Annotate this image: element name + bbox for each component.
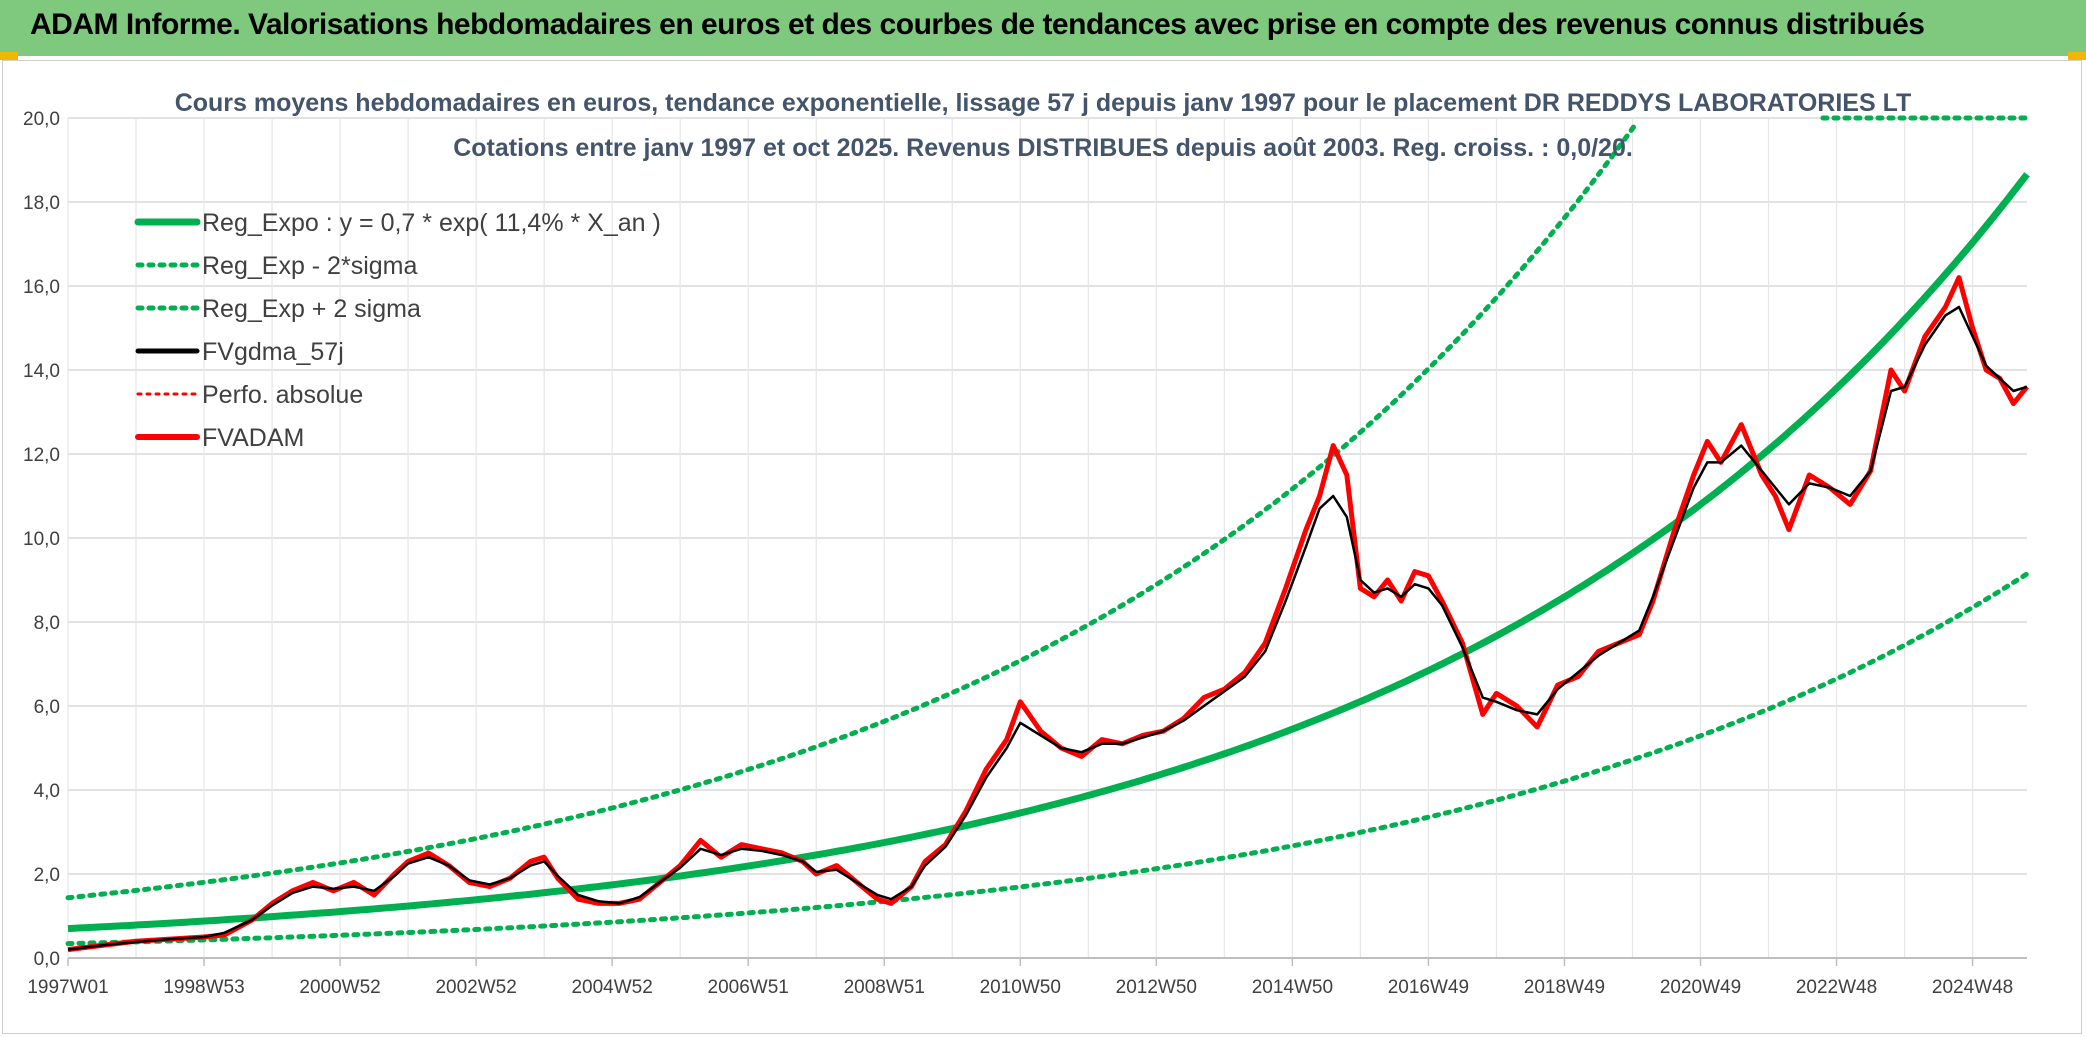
x-tick-label: 2014W50 [1252,977,1333,998]
x-axis-ticks: 1997W01 1998W53 2000W52 2002W52 2004W52 2006W… [27,958,2013,998]
legend-label-high: Reg_Exp + 2 sigma [202,295,421,323]
y-tick-label: 16,0 [23,277,60,298]
banner-accent-left [0,52,18,60]
legend-label-reg: Reg_Expo : y = 0,7 * exp( 11,4% * X_an ) [202,209,661,237]
legend-label-fvadam: FVADAM [202,424,304,452]
x-tick-label: 2004W52 [571,977,652,998]
reg-expo-line [67,172,2030,933]
y-axis-ticks: 0,0 2,0 4,0 6,0 8,0 10,0 12,0 14,0 16,0 18,0 20,0 [23,109,60,970]
title-banner: ADAM Informe. Valorisations hebdomadaire… [0,0,2086,56]
series-layer [65,115,2030,953]
x-tick-label: 2006W51 [708,977,789,998]
x-tick-label: 1997W01 [27,977,108,998]
report-title: ADAM Informe. Valorisations hebdomadaire… [30,8,1925,41]
grid-lines [67,117,2027,959]
chart-title-line1: Cours moyens hebdomadaires en euros, ten… [175,89,1912,117]
x-tick-label: 2022W48 [1796,977,1877,998]
reg-exp-minus-2sigma-line [65,571,2030,947]
legend-label-fvg: FVgdma_57j [202,338,344,366]
x-tick-label: 2000W52 [299,977,380,998]
x-tick-label: 2024W48 [1932,977,2013,998]
fvadam-line [67,275,2029,953]
x-tick-label: 2012W50 [1116,977,1197,998]
chart-frame [2,60,2082,1034]
reg-exp-plus-2sigma-line [65,122,1638,901]
legend-label-low: Reg_Exp - 2*sigma [202,252,417,280]
x-tick-label: 2010W50 [980,977,1061,998]
legend: Reg_Expo : y = 0,7 * exp( 11,4% * X_an )… [134,209,661,452]
y-tick-label: 0,0 [34,949,60,970]
y-tick-label: 20,0 [23,109,60,130]
y-tick-label: 18,0 [23,193,60,214]
x-tick-label: 2016W49 [1388,977,1469,998]
x-tick-label: 2020W49 [1660,977,1741,998]
y-tick-label: 14,0 [23,361,60,382]
banner-accent-right [2068,52,2086,60]
y-tick-label: 12,0 [23,445,60,466]
y-tick-label: 6,0 [34,697,60,718]
x-tick-label: 2002W52 [435,977,516,998]
x-tick-label: 2008W51 [844,977,925,998]
chart-title-line2: Cotations entre janv 1997 et oct 2025. R… [453,134,1633,162]
y-tick-label: 2,0 [34,865,60,886]
x-tick-label: 1998W53 [163,977,244,998]
x-tick-label: 2018W49 [1524,977,1605,998]
fvgdma-57j-line [67,305,2028,951]
y-tick-label: 4,0 [34,781,60,802]
legend-label-perfo: Perfo. absolue [202,381,363,409]
y-tick-label: 8,0 [34,613,60,634]
y-tick-label: 10,0 [23,529,60,550]
